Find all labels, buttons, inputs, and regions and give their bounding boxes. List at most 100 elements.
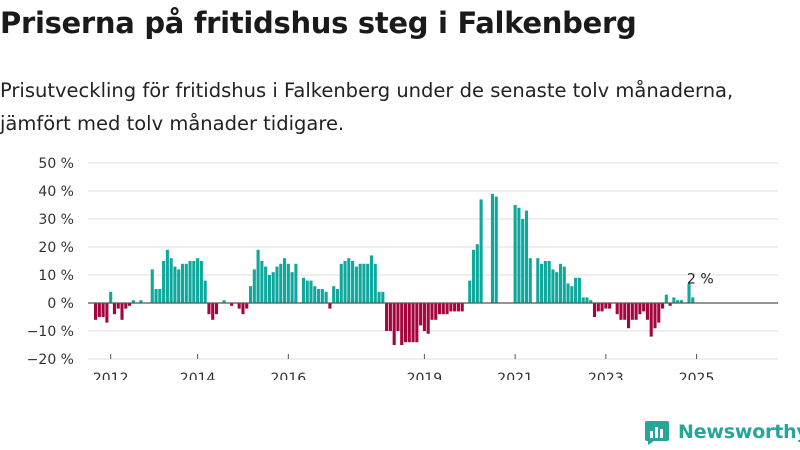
bar [248, 286, 253, 303]
bar [566, 283, 570, 303]
bar [366, 263, 370, 303]
bar [574, 277, 578, 303]
bar [430, 303, 434, 320]
bar [407, 303, 411, 343]
bar [490, 193, 494, 303]
bar [105, 303, 109, 323]
bar [347, 258, 351, 303]
bar [453, 303, 457, 312]
bar [521, 219, 525, 303]
bar [472, 249, 476, 303]
y-tick-label: −20 % [27, 352, 74, 368]
bar [657, 303, 661, 323]
bar [128, 303, 132, 306]
bar [267, 275, 271, 303]
bar [377, 291, 381, 303]
bar [369, 255, 374, 303]
bar [676, 300, 680, 303]
y-tick-label: 10 % [38, 268, 74, 284]
bar [290, 272, 294, 303]
brand-logo: Newsworthy [644, 419, 800, 445]
bar [320, 289, 324, 303]
bar [536, 258, 540, 303]
bar [286, 263, 290, 303]
bar [604, 303, 608, 309]
bar [207, 303, 211, 315]
x-tick-label: 2025 [679, 371, 715, 380]
bar [252, 269, 256, 303]
bar [392, 303, 396, 345]
bar [517, 207, 521, 303]
bar-chart: −20 % −10 % 0 % 10 % 20 % 30 % 40 % 50 % 2012 201… [27, 156, 778, 380]
bar [513, 205, 517, 303]
bar [468, 280, 472, 303]
annotations: 2 % [687, 271, 714, 287]
bar [358, 263, 362, 303]
bar [343, 261, 347, 303]
bar [381, 291, 385, 303]
bar [324, 291, 328, 303]
y-tick-label: 40 % [38, 184, 74, 200]
bar [351, 261, 355, 303]
bar [441, 303, 445, 315]
newsworthy-logo-icon [645, 421, 669, 445]
bar [672, 297, 676, 303]
bar [449, 303, 453, 312]
bar [339, 263, 343, 303]
bar [196, 258, 200, 303]
bar [679, 300, 683, 303]
bar [577, 277, 581, 303]
x-tick-label: 2012 [93, 371, 129, 380]
bar [415, 303, 419, 343]
bar [385, 303, 389, 331]
bar [562, 266, 566, 303]
bar [396, 303, 400, 331]
bar [354, 266, 358, 303]
bar [551, 269, 555, 303]
bar [456, 303, 460, 312]
bar [626, 303, 631, 329]
axes: −20 % −10 % 0 % 10 % 20 % 30 % 40 % 50 % 2012 201… [27, 156, 778, 380]
bar [475, 244, 479, 303]
bar [373, 263, 377, 303]
bar [279, 263, 283, 303]
bar [211, 303, 215, 320]
bar [309, 280, 313, 303]
bar [245, 303, 249, 309]
bar [230, 303, 234, 306]
bar [203, 280, 207, 303]
bar [687, 283, 691, 303]
bar [596, 303, 600, 312]
bar [411, 303, 415, 343]
bar [184, 263, 188, 303]
bar [192, 261, 196, 303]
bar [589, 300, 593, 303]
bar [271, 272, 275, 303]
bar [445, 303, 449, 315]
page-subtitle: Prisutveckling för fritidshus i Falkenbe… [0, 79, 734, 135]
bar [388, 303, 392, 331]
bar [619, 303, 623, 320]
bar [592, 303, 597, 317]
bar [275, 266, 279, 303]
bar [101, 303, 105, 317]
bar [180, 263, 185, 303]
bar [608, 303, 612, 309]
bar [305, 280, 309, 303]
bar [653, 303, 657, 329]
bar [434, 303, 438, 320]
x-tick-label: 2023 [588, 371, 624, 380]
bar [581, 297, 585, 303]
bar [691, 297, 695, 303]
bar [460, 303, 464, 312]
bar [199, 261, 203, 303]
bar [570, 286, 574, 303]
bar [649, 303, 653, 337]
bar [547, 261, 551, 303]
bar [177, 269, 181, 303]
bar [528, 258, 532, 303]
bar [158, 289, 162, 303]
bar [169, 258, 173, 303]
bar [283, 258, 287, 303]
bar [555, 272, 559, 303]
